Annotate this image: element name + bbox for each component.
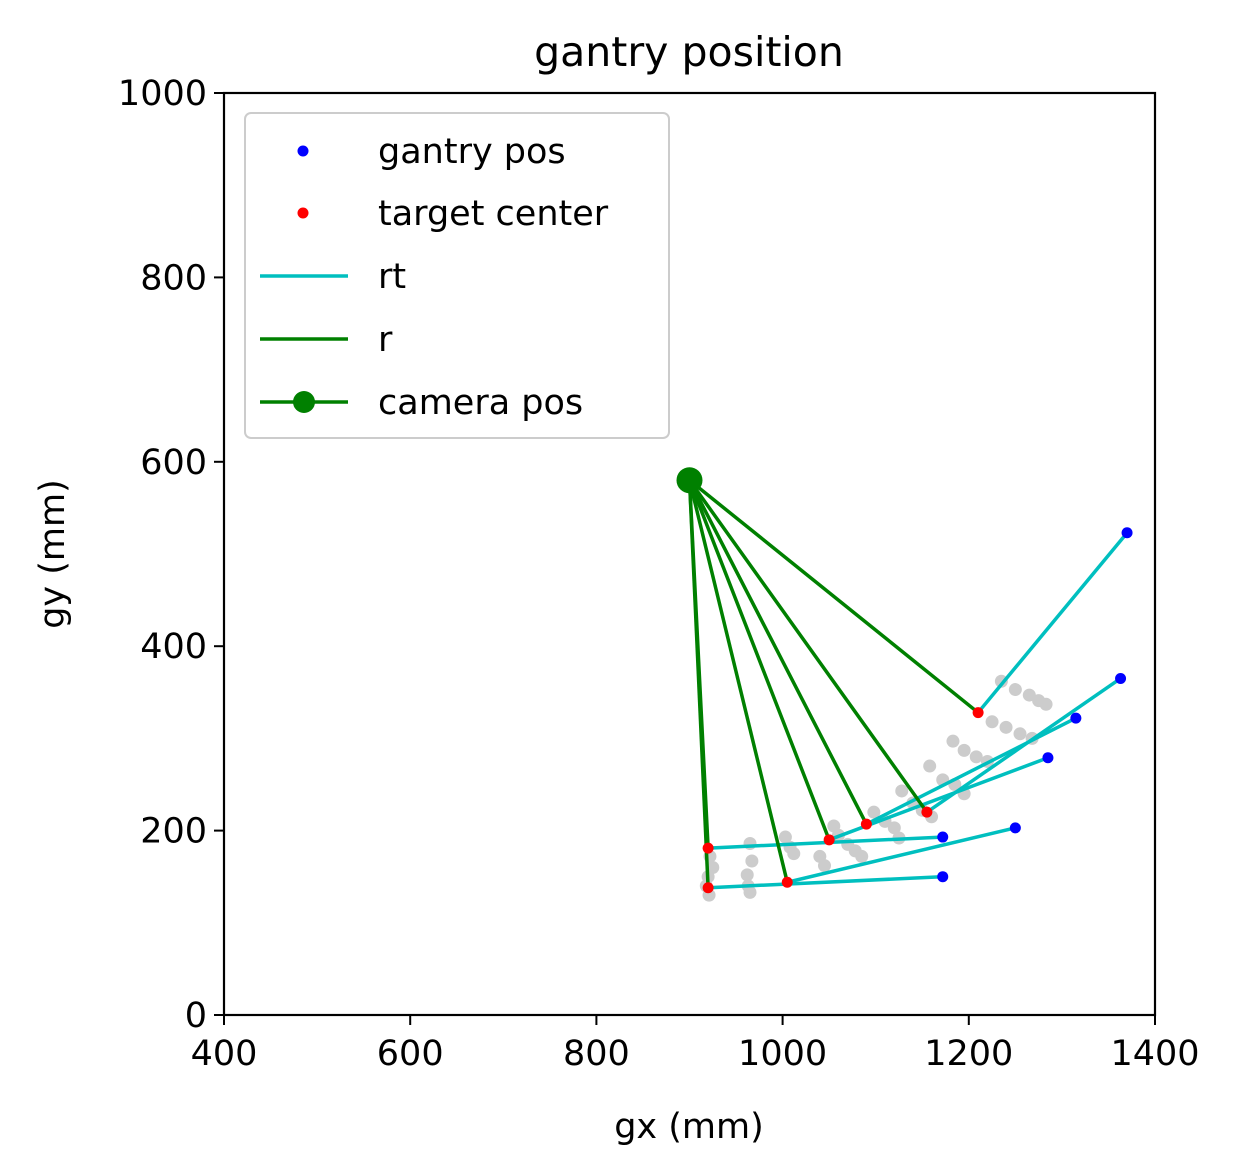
- target-center-point: [702, 882, 714, 894]
- target-center-point: [781, 876, 793, 888]
- y-tick-label: 0: [185, 996, 207, 1036]
- background-point: [1039, 697, 1053, 711]
- background-point: [867, 805, 881, 819]
- y-tick-label: 600: [140, 443, 207, 483]
- background-point: [745, 854, 759, 868]
- background-point: [895, 784, 909, 798]
- r-line: [687, 478, 790, 885]
- target-center-point: [972, 707, 984, 719]
- background-point: [946, 734, 960, 748]
- rt-line: [785, 825, 1018, 885]
- legend-label: rt: [378, 257, 406, 297]
- plot-frame: [222, 91, 1157, 1017]
- background-point: [969, 750, 983, 764]
- background-point: [1013, 727, 1027, 741]
- x-tick-label: 600: [377, 1034, 444, 1074]
- background-point: [985, 715, 999, 729]
- rt-line: [706, 874, 945, 890]
- r-line: [687, 478, 710, 890]
- background-point: [740, 868, 754, 882]
- legend-label: gantry pos: [378, 132, 566, 172]
- legend-marker: [297, 145, 309, 157]
- gantry-pos-point: [937, 871, 949, 883]
- x-axis-label: gx (mm): [614, 1107, 764, 1147]
- background-point: [787, 847, 801, 861]
- r-line: [687, 477, 832, 843]
- gantry-pos-point: [1042, 752, 1054, 764]
- target-center-point: [860, 818, 872, 830]
- legend-label: camera pos: [378, 383, 583, 423]
- legend-label: target center: [378, 194, 609, 234]
- r-line: [687, 477, 930, 815]
- y-axis-label: gy (mm): [33, 479, 73, 629]
- y-tick-label: 200: [140, 812, 207, 852]
- x-tick-label: 1200: [924, 1034, 1013, 1074]
- background-point: [957, 743, 971, 757]
- background-point: [817, 859, 831, 873]
- rt-line: [975, 530, 1130, 716]
- legend-marker: [297, 207, 309, 219]
- background-point: [923, 759, 937, 773]
- x-tick-label: 400: [191, 1034, 258, 1074]
- background-point: [743, 885, 757, 899]
- target-center-point: [702, 842, 714, 854]
- plot-area: [676, 467, 1133, 902]
- background-point: [855, 849, 869, 863]
- background-point: [999, 720, 1013, 734]
- y-tick-label: 800: [140, 258, 207, 298]
- gantry-pos-point: [1115, 672, 1127, 684]
- r-line: [687, 477, 869, 827]
- legend-label: r: [378, 320, 393, 360]
- x-tick-label: 1000: [738, 1034, 827, 1074]
- chart-title: gantry position: [534, 28, 844, 76]
- background-point: [1008, 683, 1022, 697]
- legend-box: [244, 112, 670, 439]
- background-point: [887, 821, 901, 835]
- y-tick-label: 1000: [118, 74, 207, 114]
- target-center-point: [921, 806, 933, 818]
- camera-pos-marker: [676, 467, 703, 494]
- legend-marker: [293, 391, 315, 413]
- gantry-pos-point: [1009, 822, 1021, 834]
- axes-ticks: 400 600 800 1000 1200 1400 0 200 400 600 800 1000: [118, 74, 1200, 1074]
- gantry-pos-point: [1121, 527, 1133, 539]
- target-center-point: [823, 834, 835, 846]
- x-tick-label: 1400: [1110, 1034, 1199, 1074]
- gantry-pos-point: [1070, 712, 1082, 724]
- gantry-pos-point: [937, 831, 949, 843]
- background-point: [778, 830, 792, 844]
- legend: gantry pos target center rt r camera pos: [244, 112, 670, 439]
- r-line: [687, 477, 981, 716]
- rt-line: [864, 715, 1079, 827]
- x-tick-label: 800: [563, 1034, 630, 1074]
- y-tick-label: 400: [140, 627, 207, 667]
